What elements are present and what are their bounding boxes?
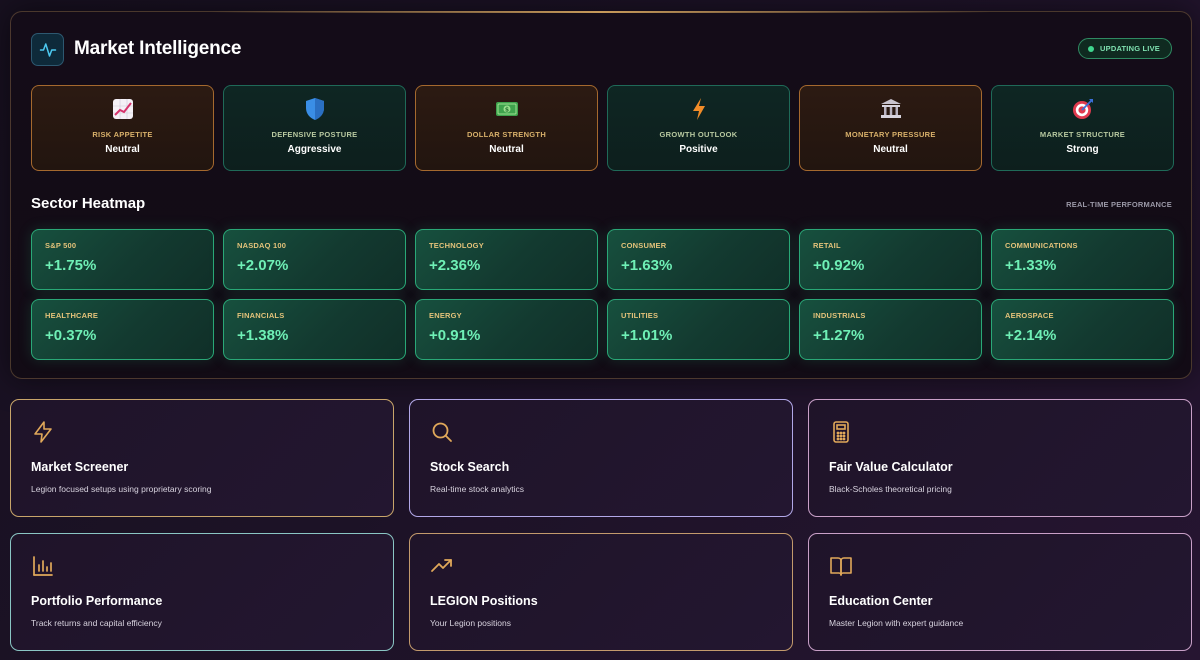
sector-change: +1.27% [813,327,865,344]
sector-name: RETAIL [813,241,841,250]
status-badge: UPDATING LIVE [1078,38,1172,59]
page-title: Market Intelligence [74,38,242,59]
search-icon [430,420,454,444]
sector-name: COMMUNICATIONS [1005,241,1078,250]
sector-name: UTILITIES [621,311,659,320]
sector-tile[interactable]: HEALTHCARE +0.37% [31,299,214,360]
indicator-label: MONETARY PRESSURE [845,130,936,139]
card-description: Legion focused setups using proprietary … [31,484,212,494]
sector-change: +2.14% [1005,327,1057,344]
legion-positions-card[interactable]: LEGION Positions Your Legion positions [409,533,793,651]
sector-tile[interactable]: S&P 500 +1.75% [31,229,214,290]
sector-change: +2.36% [429,257,481,274]
card-title: Education Center [829,594,933,608]
stock-search-card[interactable]: Stock Search Real-time stock analytics [409,399,793,517]
sector-tile[interactable]: UTILITIES +1.01% [607,299,790,360]
calculator-icon [829,420,853,444]
sector-tile[interactable]: TECHNOLOGY +2.36% [415,229,598,290]
sector-change: +1.01% [621,327,673,344]
card-description: Master Legion with expert guidance [829,618,964,628]
indicator-value: Neutral [873,144,908,155]
sector-name: S&P 500 [45,241,77,250]
sector-name: FINANCIALS [237,311,285,320]
sector-change: +1.38% [237,327,289,344]
sector-change: +1.63% [621,257,673,274]
fair-value-calculator-card[interactable]: Fair Value Calculator Black-Scholes theo… [808,399,1192,517]
chart-increasing-icon [111,97,135,121]
sector-tile[interactable]: AEROSPACE +2.14% [991,299,1174,360]
portfolio-performance-card[interactable]: Portfolio Performance Track returns and … [10,533,394,651]
indicator-label: MARKET STRUCTURE [1039,130,1126,139]
target-icon [1071,97,1095,121]
sector-change: +1.33% [1005,257,1057,274]
education-center-card[interactable]: Education Center Master Legion with expe… [808,533,1192,651]
sector-tile[interactable]: FINANCIALS +1.38% [223,299,406,360]
sector-name: ENERGY [429,311,462,320]
indicator-value: Neutral [489,144,524,155]
live-dot-icon [1088,45,1095,52]
shield-icon [303,97,327,121]
indicator-dollar-strength[interactable]: $ DOLLAR STRENGTH Neutral [415,85,598,171]
indicator-label: DOLLAR STRENGTH [466,130,547,139]
section-subtitle: REAL-TIME PERFORMANCE [1066,200,1172,209]
card-description: Black-Scholes theoretical pricing [829,484,952,494]
sector-name: CONSUMER [621,241,667,250]
sector-name: INDUSTRIALS [813,311,866,320]
market-intelligence-panel: Market Intelligence UPDATING LIVE RISK A… [10,11,1192,379]
sector-tile[interactable]: NASDAQ 100 +2.07% [223,229,406,290]
indicator-grid: RISK APPETITE Neutral DEFENSIVE POSTURE … [31,85,1174,171]
open-book-icon [829,554,853,578]
sector-heatmap: S&P 500 +1.75% NASDAQ 100 +2.07% TECHNOLOG… [31,229,1174,360]
bank-icon [879,97,903,121]
card-title: Portfolio Performance [31,594,163,608]
bar-chart-icon [31,554,55,578]
indicator-value: Aggressive [287,144,342,155]
card-title: Fair Value Calculator [829,460,953,474]
svg-text:$: $ [504,107,508,114]
card-description: Your Legion positions [430,618,511,628]
indicator-value: Positive [679,144,718,155]
status-badge-label: UPDATING LIVE [1100,44,1160,53]
indicator-defensive-posture[interactable]: DEFENSIVE POSTURE Aggressive [223,85,406,171]
indicator-value: Strong [1066,144,1099,155]
lightning-icon [687,97,711,121]
indicator-risk-appetite[interactable]: RISK APPETITE Neutral [31,85,214,171]
card-title: Stock Search [430,460,510,474]
dollar-bill-icon: $ [495,97,519,121]
market-screener-card[interactable]: Market Screener Legion focused setups us… [10,399,394,517]
sector-change: +0.92% [813,257,865,274]
indicator-value: Neutral [105,144,140,155]
sector-name: TECHNOLOGY [429,241,484,250]
card-description: Real-time stock analytics [430,484,525,494]
lightning-bolt-icon [31,420,55,444]
sector-tile[interactable]: ENERGY +0.91% [415,299,598,360]
indicator-label: GROWTH OUTLOOK [659,130,738,139]
indicator-monetary-pressure[interactable]: MONETARY PRESSURE Neutral [799,85,982,171]
card-title: LEGION Positions [430,594,538,608]
indicator-label: DEFENSIVE POSTURE [271,130,358,139]
section-title: Sector Heatmap [31,195,146,212]
sector-name: AEROSPACE [1005,311,1054,320]
sector-change: +1.75% [45,257,97,274]
indicator-market-structure[interactable]: MARKET STRUCTURE Strong [991,85,1174,171]
trending-up-icon [430,554,454,578]
sector-change: +0.91% [429,327,481,344]
sector-tile[interactable]: COMMUNICATIONS +1.33% [991,229,1174,290]
sector-tile[interactable]: INDUSTRIALS +1.27% [799,299,982,360]
sector-tile[interactable]: RETAIL +0.92% [799,229,982,290]
card-title: Market Screener [31,460,129,474]
sector-name: HEALTHCARE [45,311,99,320]
indicator-label: RISK APPETITE [92,130,153,139]
sector-name: NASDAQ 100 [237,241,287,250]
card-description: Track returns and capital efficiency [31,618,162,628]
sector-tile[interactable]: CONSUMER +1.63% [607,229,790,290]
indicator-growth-outlook[interactable]: GROWTH OUTLOOK Positive [607,85,790,171]
sector-change: +0.37% [45,327,97,344]
feature-cards: Market Screener Legion focused setups us… [10,399,1192,651]
sector-change: +2.07% [237,257,289,274]
activity-pulse-icon [31,33,64,66]
